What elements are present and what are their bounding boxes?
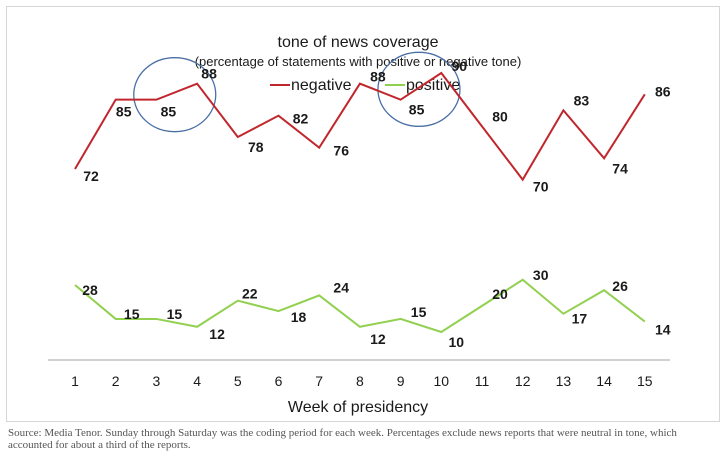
x-tick-label: 7	[315, 373, 323, 389]
data-label-positive: 15	[411, 304, 427, 320]
data-label-positive: 28	[82, 282, 98, 298]
source-caption: Source: Media Tenor. Sunday through Satu…	[8, 427, 677, 451]
data-label-positive: 20	[492, 286, 508, 302]
data-label-positive: 30	[533, 267, 549, 283]
data-label-positive: 24	[333, 279, 349, 295]
data-label-positive: 15	[167, 306, 183, 322]
data-label-negative: 72	[83, 168, 99, 184]
data-label-positive: 15	[124, 306, 140, 322]
x-tick-label: 12	[515, 373, 531, 389]
x-tick-label: 10	[434, 373, 450, 389]
data-label-negative: 86	[655, 83, 671, 99]
x-tick-label: 13	[556, 373, 572, 389]
x-tick-label: 1	[71, 373, 79, 389]
x-tick-label: 8	[356, 373, 364, 389]
series-layer: 72 85 85 88 78 82 76 88 85 90 80 70 83 74 86 28 15 15 12 22…	[74, 58, 671, 350]
x-tick-label: 9	[397, 373, 405, 389]
data-label-positive: 18	[291, 309, 307, 325]
series-negative-line	[74, 71, 646, 182]
data-label-positive: 12	[370, 331, 386, 347]
x-tick-label: 11	[475, 373, 490, 389]
data-label-negative: 74	[612, 160, 628, 176]
data-label-negative: 85	[161, 104, 177, 120]
chart-subtitle: (percentage of statements with positive …	[195, 54, 522, 69]
x-tick-label: 4	[193, 373, 201, 389]
data-label-positive: 26	[612, 278, 628, 294]
x-tick-label: 15	[637, 373, 653, 389]
chart-title: tone of news coverage	[278, 34, 439, 51]
data-label-negative: 78	[248, 139, 264, 155]
data-label-positive: 10	[449, 334, 465, 350]
x-tick-label: 14	[596, 373, 612, 389]
data-label-positive: 14	[655, 322, 671, 338]
data-label-negative: 83	[574, 92, 590, 108]
data-label-negative: 82	[293, 111, 309, 127]
x-tick-label: 5	[234, 373, 242, 389]
data-label-positive: 17	[572, 311, 588, 327]
data-label-negative: 90	[452, 58, 468, 74]
data-label-negative: 80	[492, 108, 508, 124]
annotation-circle	[133, 57, 217, 133]
legend-negative-label: negative	[291, 77, 352, 94]
data-label-negative: 85	[409, 102, 425, 118]
series-positive-line	[74, 278, 646, 334]
line-chart: tone of news coverage (percentage of sta…	[48, 34, 671, 416]
x-tick-label: 2	[112, 373, 120, 389]
x-axis-label: Week of presidency	[288, 399, 428, 416]
annotation-circle	[377, 51, 461, 127]
chart-frame	[6, 6, 720, 422]
x-tick-labels: 1 2 3 4 5 6 7 8 9 10 11 12 13 14 15	[71, 373, 653, 389]
data-label-negative: 85	[116, 104, 132, 120]
annotations	[133, 51, 461, 133]
data-label-negative: 76	[333, 143, 349, 159]
data-label-negative: 70	[533, 179, 549, 195]
data-label-positive: 12	[209, 326, 225, 342]
data-label-negative: 88	[370, 69, 386, 85]
data-label-negative: 88	[201, 66, 217, 82]
data-label-positive: 22	[242, 286, 258, 302]
x-tick-label: 6	[275, 373, 283, 389]
x-tick-label: 3	[153, 373, 161, 389]
